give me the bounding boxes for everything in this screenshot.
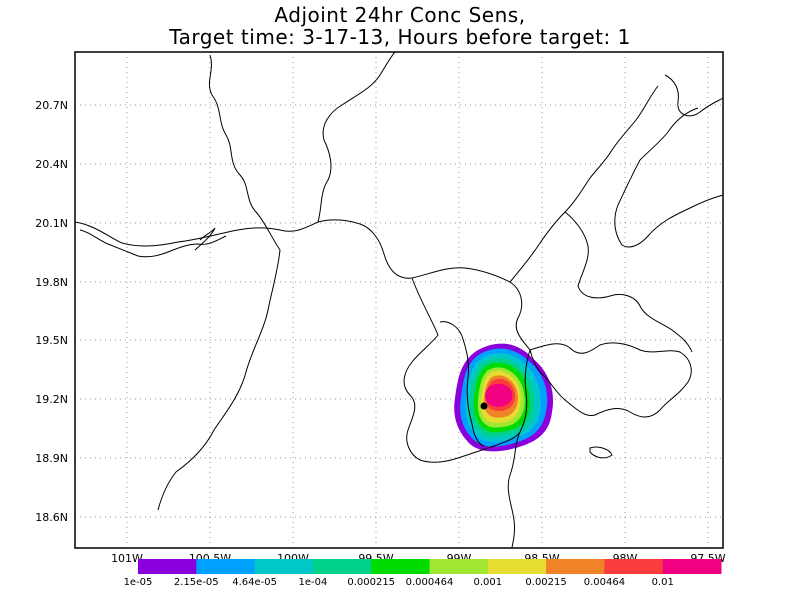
lat-label: 20.4N <box>35 158 68 171</box>
color-scale-swatch <box>371 559 430 574</box>
lat-label: 18.9N <box>35 452 68 465</box>
target-point-marker <box>480 402 488 410</box>
lat-label: 18.6N <box>35 511 68 524</box>
color-scale-swatch <box>487 559 547 574</box>
lat-label: 19.5N <box>35 334 68 347</box>
lat-label: 20.7N <box>35 99 68 112</box>
color-scale-swatch <box>312 559 372 574</box>
gridlines <box>75 52 723 548</box>
color-scale-swatch <box>429 559 489 574</box>
color-scale-swatch <box>254 559 314 574</box>
lat-label: 19.2N <box>35 393 68 406</box>
color-scale-label: 0.001 <box>473 577 502 588</box>
map-frame <box>74 51 724 549</box>
color-scale-labels: 1e-05 2.15e-05 4.64e-05 1e-04 0.000215 0.0004… <box>124 577 674 588</box>
lon-label: 101W <box>111 552 143 565</box>
color-scale-label: 0.000215 <box>347 577 395 588</box>
color-scale-swatch <box>546 559 605 574</box>
map-title-line-1: Adjoint 24hr Conc Sens, <box>274 3 526 27</box>
latitude-labels: 20.7N 20.4N 20.1N 19.8N 19.5N 19.2N 18.9… <box>35 99 68 524</box>
color-scale-label: 1e-04 <box>298 577 327 588</box>
color-scale-swatch <box>138 559 197 574</box>
color-scale-label: 0.00215 <box>525 577 566 588</box>
color-scale-label: 4.64e-05 <box>232 577 277 588</box>
color-scale-bar <box>138 559 722 574</box>
color-scale-swatch <box>662 559 722 574</box>
lat-label: 19.8N <box>35 276 68 289</box>
color-scale-label: 0.01 <box>652 577 674 588</box>
color-scale-label: 1e-05 <box>124 577 153 588</box>
sensitivity-plume <box>454 343 554 452</box>
map-title-line-2: Target time: 3-17-13, Hours before targe… <box>169 25 631 49</box>
plume-band-10 <box>485 383 513 407</box>
color-scale-label: 2.15e-05 <box>174 577 219 588</box>
color-scale-label: 0.000464 <box>406 577 454 588</box>
color-scale-swatch <box>604 559 664 574</box>
state-borders <box>74 51 724 549</box>
color-scale-swatch <box>196 559 256 574</box>
lat-label: 20.1N <box>35 217 68 230</box>
color-scale-label: 0.00464 <box>584 577 625 588</box>
